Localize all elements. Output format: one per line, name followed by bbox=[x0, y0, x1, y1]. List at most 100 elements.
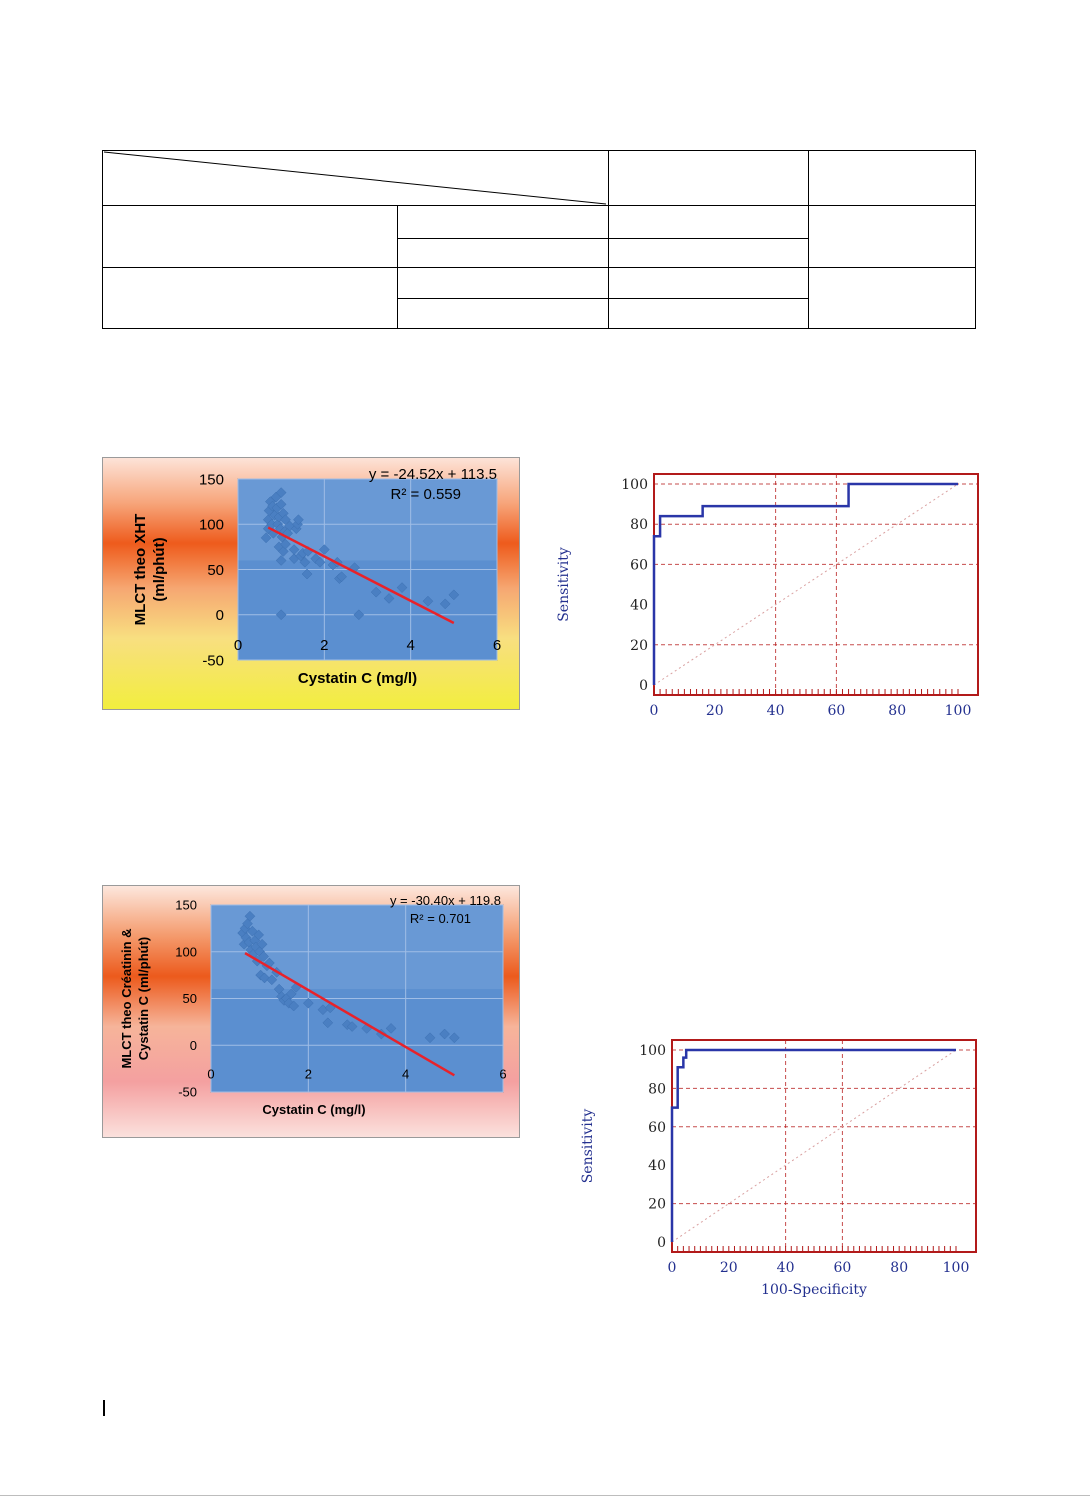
y-tick-label: 100 bbox=[175, 944, 197, 959]
y-axis-title: MLCT theo XHT bbox=[132, 514, 149, 626]
y-tick-label: 150 bbox=[175, 898, 197, 913]
data-point bbox=[353, 609, 365, 621]
roc-frame bbox=[671, 1039, 977, 1253]
data-point bbox=[370, 586, 382, 598]
data-point bbox=[439, 1028, 450, 1040]
y-tick-label: 0 bbox=[657, 1235, 666, 1251]
y-axis-title: Cystatin C (ml/phút) bbox=[136, 937, 151, 1061]
y-tick-label: 20 bbox=[630, 638, 648, 654]
data-point bbox=[301, 568, 313, 580]
data-point bbox=[288, 1000, 300, 1012]
trendline bbox=[267, 526, 455, 625]
data-table bbox=[102, 150, 976, 329]
y-tick-label: 80 bbox=[630, 517, 648, 533]
scatter-chart-xht-svg: 150 100 50 0 -50 0 2 4 6 y = -24.52x + 113.5 R² = … bbox=[132, 466, 501, 687]
x-tick-label: 100 bbox=[943, 1260, 970, 1276]
x-tick-label: 4 bbox=[406, 637, 414, 654]
y-tick-label: 50 bbox=[207, 562, 224, 579]
data-point bbox=[336, 571, 347, 583]
data-point bbox=[275, 498, 287, 510]
data-point bbox=[260, 532, 272, 544]
x-tick-label: 40 bbox=[777, 1260, 795, 1276]
y-tick-label: 100 bbox=[639, 1043, 666, 1059]
y-tick-label: 40 bbox=[648, 1158, 666, 1174]
data-point bbox=[259, 972, 270, 984]
x-tick-label: 80 bbox=[888, 703, 906, 719]
roc-curve bbox=[670, 1048, 956, 1242]
r-squared-label: R² = 0.559 bbox=[391, 486, 461, 503]
x-tick-label: 0 bbox=[207, 1066, 214, 1081]
scatter-chart-creatinin-cystatin: 150 100 50 0 -50 0 2 4 6 y = -30.40x + 119.8 R² = … bbox=[102, 885, 520, 1138]
scatter-chart-creatinin-cystatin-svg: 150 100 50 0 -50 0 2 4 6 y = -30.40x + 119.8 R² = … bbox=[119, 893, 507, 1117]
y-axis-title: (ml/phút) bbox=[151, 537, 168, 601]
data-point bbox=[346, 1021, 358, 1032]
data-point bbox=[314, 556, 326, 568]
data-point bbox=[253, 929, 265, 941]
y-tick-label: 100 bbox=[621, 477, 648, 493]
data-point bbox=[275, 609, 287, 621]
y-tick-label: 0 bbox=[190, 1038, 197, 1053]
x-tick-label: 0 bbox=[668, 1260, 677, 1276]
y-tick-label: 0 bbox=[216, 607, 224, 624]
diagonal-header-line bbox=[103, 151, 607, 205]
data-point bbox=[383, 593, 395, 604]
data-point bbox=[258, 951, 269, 962]
y-tick-label: 40 bbox=[630, 598, 648, 614]
trendline bbox=[244, 952, 455, 1077]
x-axis-title: Cystatin C (mg/l) bbox=[298, 670, 417, 687]
y-tick-label: 100 bbox=[199, 517, 224, 534]
reference-diagonal bbox=[671, 1049, 957, 1243]
data-point bbox=[280, 514, 291, 526]
page-bottom-rule bbox=[0, 1495, 1090, 1496]
data-point bbox=[266, 974, 278, 986]
data-point bbox=[302, 997, 314, 1009]
y-axis-title: Sensitivity bbox=[556, 547, 572, 622]
x-tick-label: 2 bbox=[305, 1066, 312, 1081]
footer-bar bbox=[103, 1400, 105, 1416]
data-point bbox=[256, 938, 268, 950]
trendline-equation: y = -30.40x + 119.8 bbox=[390, 893, 501, 908]
data-point bbox=[448, 1032, 460, 1044]
roc-chart-1: 100 80 60 40 20 00 20 40 60 80 100 Sensitivity bbox=[556, 473, 979, 719]
data-point bbox=[422, 595, 434, 607]
data-point bbox=[275, 487, 287, 498]
y-tick-label: -50 bbox=[202, 652, 224, 669]
roc-curve bbox=[652, 482, 958, 685]
data-point bbox=[385, 1023, 397, 1034]
data-point bbox=[285, 988, 297, 1000]
y-tick-label: 20 bbox=[648, 1197, 666, 1213]
x-tick-label: 2 bbox=[320, 637, 328, 654]
x-tick-label: 20 bbox=[720, 1260, 738, 1276]
data-point bbox=[288, 544, 300, 555]
y-axis-title: MLCT theo Créatinin & bbox=[119, 928, 134, 1068]
x-tick-label: 80 bbox=[890, 1260, 908, 1276]
data-point bbox=[280, 538, 291, 550]
y-tick-label: 60 bbox=[630, 557, 648, 573]
data-point bbox=[244, 910, 256, 922]
roc-chart-2: 100 80 60 40 20 00 20 40 60 80 100 Sensitivity 100-S… bbox=[580, 1039, 977, 1298]
x-tick-label: 20 bbox=[706, 703, 724, 719]
data-point bbox=[448, 589, 460, 601]
data-point bbox=[299, 556, 311, 568]
data-point bbox=[396, 582, 408, 593]
data-point bbox=[293, 514, 304, 526]
x-tick-label: 100 bbox=[945, 703, 972, 719]
x-tick-label: 0 bbox=[234, 637, 242, 654]
x-tick-label: 4 bbox=[402, 1066, 409, 1081]
y-tick-label: 0 bbox=[639, 678, 648, 694]
y-tick-label: 80 bbox=[648, 1081, 666, 1097]
x-axis-title: Cystatin C (mg/l) bbox=[262, 1102, 365, 1117]
data-point bbox=[275, 555, 287, 566]
y-axis-title: Sensitivity bbox=[580, 1109, 596, 1184]
scatter-chart-xht: 150 100 50 0 -50 0 2 4 6 y = -24.52x + 113.5 R² = … bbox=[102, 457, 520, 710]
data-point bbox=[424, 1032, 436, 1044]
reference-diagonal bbox=[653, 483, 959, 686]
y-tick-label: 50 bbox=[183, 991, 197, 1006]
data-point bbox=[439, 598, 451, 610]
r-squared-label: R² = 0.701 bbox=[410, 911, 471, 926]
data-point bbox=[318, 544, 330, 555]
trendline-equation: y = -24.52x + 113.5 bbox=[369, 466, 497, 483]
data-point bbox=[322, 1017, 334, 1029]
y-tick-label: 60 bbox=[648, 1120, 666, 1136]
x-tick-label: 60 bbox=[833, 1260, 851, 1276]
